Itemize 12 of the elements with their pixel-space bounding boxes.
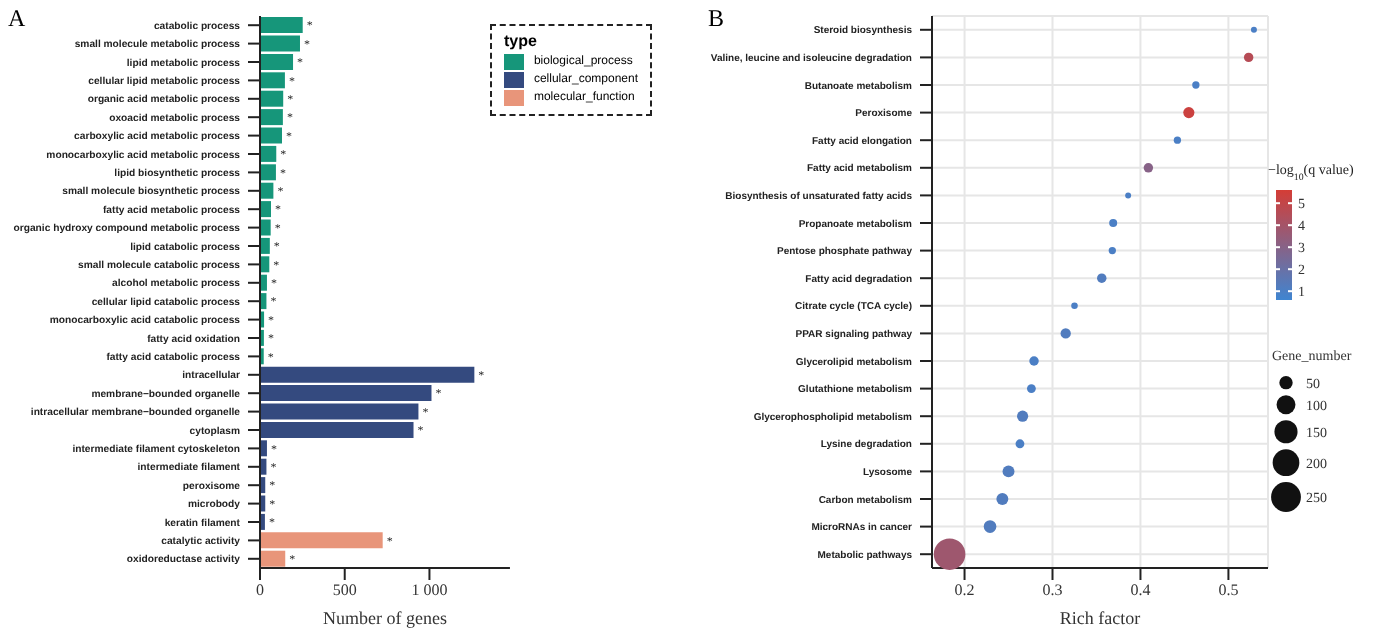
x-tick-label: 0.2 [954, 581, 975, 600]
x-tick-label: 0.4 [1130, 581, 1151, 600]
text: B [708, 4, 725, 34]
x-tick-label: 500 [332, 581, 357, 600]
x-axis-title: Number of genes [322, 608, 448, 628]
x-tick-label: 1 000 [411, 581, 448, 600]
text: A [8, 4, 26, 34]
x-axis-title: Rich factor [1059, 608, 1141, 628]
x-tick-label: 0.3 [1042, 581, 1063, 600]
x-tick-label: 0 [256, 581, 264, 600]
legend-title: type [503, 32, 539, 50]
x-tick-label: 0.5 [1218, 581, 1239, 600]
